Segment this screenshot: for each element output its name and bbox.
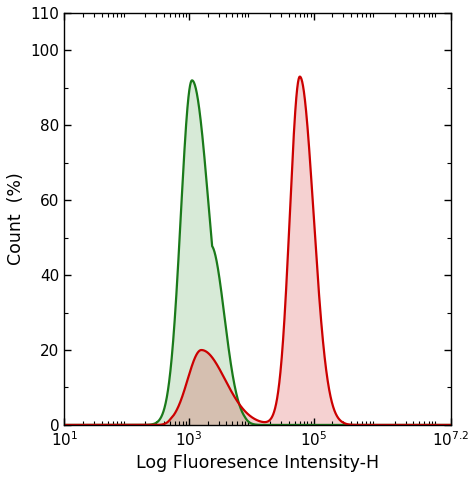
Y-axis label: Count  (%): Count (%) [7,172,25,265]
X-axis label: Log Fluoresence Intensity-H: Log Fluoresence Intensity-H [136,454,379,472]
